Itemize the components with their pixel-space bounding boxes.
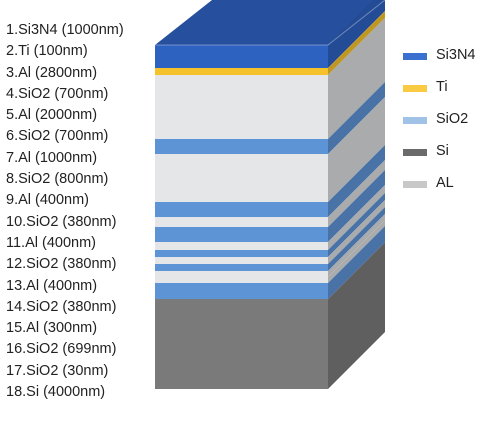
layer-label: 7.Al (1000nm)	[6, 149, 98, 166]
stack-side-band-al	[328, 160, 385, 227]
stack-front-band-si3n4	[155, 45, 328, 68]
stack-side-band-al	[328, 214, 385, 277]
layer-list: 1.Si3N4 (1000nm) 2.Ti (100nm) 3.Al (2800nm…	[6, 20, 124, 403]
stack-front-band-sio2	[155, 139, 328, 154]
layer-label: 16.SiO2 (699nm)	[6, 341, 117, 358]
legend-label: Ti	[436, 79, 448, 95]
legend-label: Si3N4	[436, 47, 476, 63]
stack-side-band-al	[328, 97, 385, 202]
layer-label: 14.SiO2 (380nm)	[6, 298, 117, 315]
legend-label: SiO2	[436, 111, 469, 127]
stack-side-band-al	[328, 185, 385, 250]
stack-side-band-al	[328, 220, 385, 283]
stack-side-band-sio2	[328, 82, 385, 154]
legend-swatch	[403, 149, 427, 156]
stack-front-band-sio2	[155, 283, 328, 299]
stack-top-edge	[155, 0, 386, 46]
stack-side-band-sio2	[328, 170, 385, 242]
stack-front-band-ti	[155, 68, 328, 75]
stack-front-band-sio2	[155, 227, 328, 242]
layer-label: 12.SiO2 (380nm)	[6, 256, 117, 273]
layer-label: 6.SiO2 (700nm)	[6, 128, 109, 145]
stack-side-band-sio2	[328, 226, 385, 299]
layer-label: 13.Al (400nm)	[6, 277, 98, 294]
layer-label: 15.Al (300nm)	[6, 320, 98, 337]
legend-label: Si	[436, 143, 449, 159]
legend-swatch	[403, 53, 427, 60]
stack-side-band-ti	[328, 11, 385, 75]
stack-side-band-al	[328, 200, 385, 264]
stack-front-band-al	[155, 277, 328, 283]
stack-front-band-al	[155, 75, 328, 139]
stack-side-band-si	[328, 242, 385, 389]
stack-front-band-si	[155, 299, 328, 389]
layer-label: 10.SiO2 (380nm)	[6, 213, 117, 230]
legend-swatch	[403, 85, 427, 92]
stack-front-band-al	[155, 154, 328, 202]
layer-label: 18.Si (4000nm)	[6, 384, 106, 401]
stack-front-band-al	[155, 257, 328, 264]
legend-label: AL	[436, 175, 454, 191]
layer-label: 2.Ti (100nm)	[6, 43, 88, 60]
layer-label: 3.Al (2800nm)	[6, 64, 98, 81]
layer-label: 8.SiO2 (800nm)	[6, 171, 109, 188]
stack-front-band-sio2	[155, 264, 328, 271]
layer-label: 9.Al (400nm)	[6, 192, 90, 209]
legend-swatch	[403, 181, 427, 188]
layer-label: 1.Si3N4 (1000nm)	[6, 22, 124, 38]
stack-side-band-sio2	[328, 207, 385, 271]
stack-side-band-al	[328, 18, 385, 139]
stack-front-band-al	[155, 271, 328, 277]
stack-side-band-sio2	[328, 145, 385, 217]
stack-front-band-al	[155, 242, 328, 250]
layer-label: 17.SiO2 (30nm)	[6, 362, 109, 379]
stack-side-band-si3n4	[328, 0, 385, 68]
stack-side-band-sio2	[328, 193, 385, 257]
layer-label: 4.SiO2 (700nm)	[6, 85, 109, 102]
stack-front-band-sio2	[155, 250, 328, 257]
layer-label: 11.Al (400nm)	[6, 234, 96, 251]
stack-top-face	[155, 0, 385, 45]
stack-front-band-al	[155, 217, 328, 227]
stack-front-band-sio2	[155, 202, 328, 217]
legend-swatch	[403, 117, 427, 124]
layer-label: 5.Al (2000nm)	[6, 107, 98, 124]
